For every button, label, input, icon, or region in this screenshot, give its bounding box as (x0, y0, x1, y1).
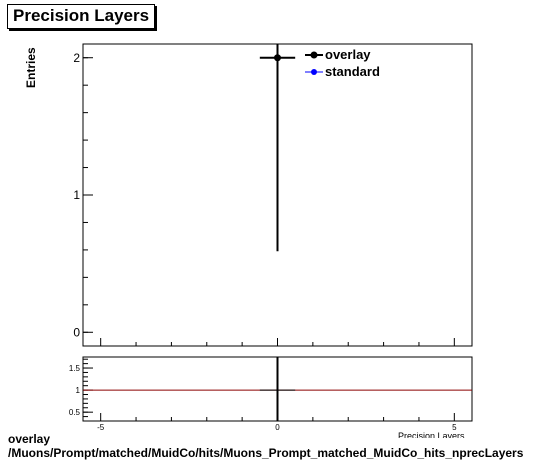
x-tick-label: 0 (275, 423, 280, 432)
x-axis-label: Precision Layers (398, 431, 465, 438)
legend: overlay standard (305, 47, 380, 79)
data-point (274, 54, 281, 62)
main-data-marks (259, 44, 296, 252)
y-tick-label: 2 (73, 51, 80, 65)
ratio-data-marks (83, 357, 472, 421)
footer-path: /Muons/Prompt/matched/MuidCo/hits/Muons_… (8, 446, 524, 460)
chart-title: Precision Layers (7, 4, 156, 29)
x-tick-label: 5 (452, 423, 457, 432)
footer-label: overlay (8, 432, 51, 446)
main-x-axis (100, 338, 455, 346)
legend-label-standard: standard (325, 64, 380, 79)
y-tick-label: 0.5 (69, 408, 81, 417)
x-tick-label: -5 (97, 423, 105, 432)
legend-label-overlay: overlay (325, 47, 371, 62)
y-axis-label: Entries (24, 47, 38, 88)
ratio-y-axis: 0.5 1 1.5 (69, 358, 93, 422)
y-tick-label: 0 (73, 325, 80, 339)
y-tick-label: 1 (76, 386, 81, 395)
main-y-axis: 0 1 2 (73, 51, 93, 339)
y-tick-label: 1 (73, 188, 80, 202)
legend-marker-overlay (310, 51, 318, 59)
y-tick-label: 1.5 (69, 364, 81, 373)
legend-marker-standard (311, 69, 317, 75)
